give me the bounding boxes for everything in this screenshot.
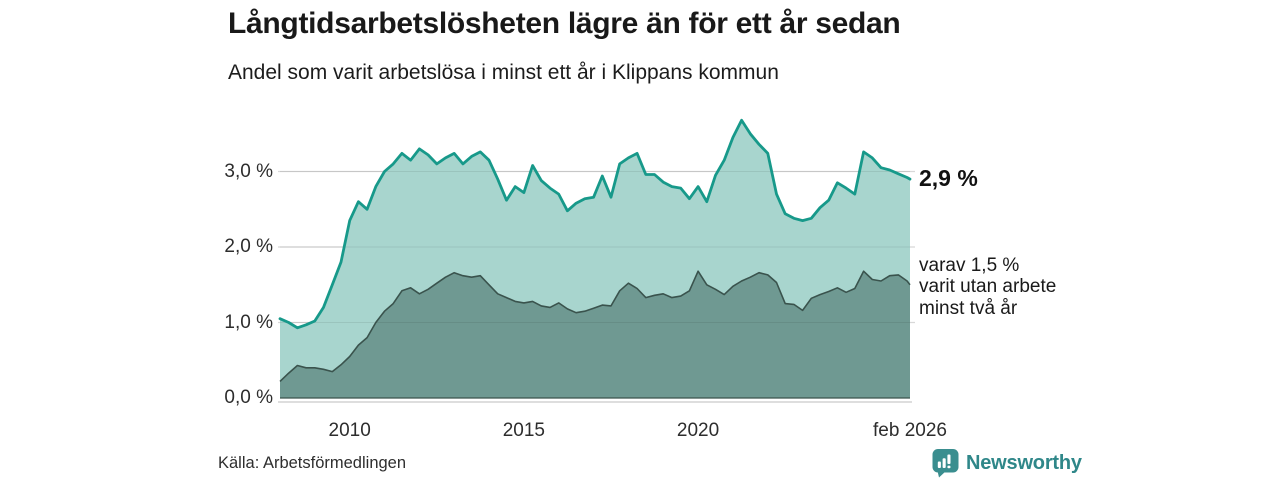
subseries-annotation-line: minst två år	[919, 297, 1018, 319]
chart-subtitle: Andel som varit arbetslösa i minst ett å…	[228, 61, 779, 84]
y-axis-tick-label: 1,0 %	[224, 311, 273, 333]
subseries-annotation-line: varav 1,5 %	[919, 254, 1020, 276]
newsworthy-logo-icon	[932, 449, 959, 478]
page-title: Långtidsarbetslösheten lägre än för ett …	[228, 7, 901, 40]
y-axis-tick-label: 2,0 %	[224, 236, 273, 257]
y-axis-tick-label: 3,0 %	[224, 160, 273, 182]
subseries-annotation: varav 1,5 % varit utan arbete minst två …	[919, 255, 1056, 320]
newsworthy-logo: Newsworthy	[932, 448, 1082, 478]
x-axis-tick-label: 2020	[676, 420, 720, 441]
x-axis-tick-label: 2010	[328, 420, 371, 441]
latest-value-label: 2,9 %	[919, 165, 978, 192]
source-note: Källa: Arbetsförmedlingen	[218, 454, 407, 472]
y-axis-tick-label: 0,0 %	[224, 387, 273, 408]
newsworthy-logo-text: Newsworthy	[966, 451, 1082, 474]
x-axis-tick-label: feb 2026	[873, 420, 947, 441]
x-axis-tick-label: 2015	[502, 420, 546, 441]
subseries-annotation-line: varit utan arbete	[919, 276, 1057, 298]
